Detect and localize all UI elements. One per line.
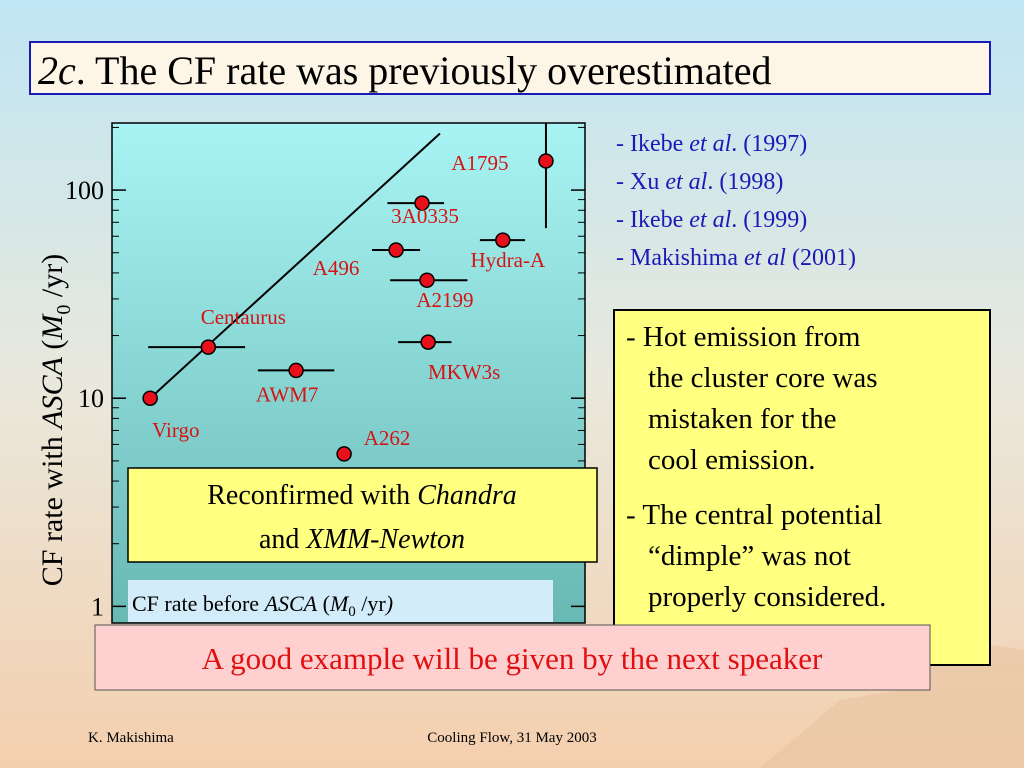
point-label: A496 bbox=[313, 256, 360, 280]
text-part: XMM-Newton bbox=[305, 524, 465, 555]
decoration bbox=[760, 640, 1024, 768]
text-part: - Ikebe bbox=[616, 207, 689, 233]
point bbox=[288, 362, 304, 379]
note-line: properly considered. bbox=[648, 581, 886, 613]
text-part: - Ikebe bbox=[616, 131, 689, 157]
notes-box bbox=[613, 309, 991, 666]
callout-line: Reconfirmed with Chandra bbox=[207, 480, 517, 511]
text-part: et al bbox=[689, 131, 731, 157]
y-tick-label: 10 bbox=[78, 384, 104, 413]
point bbox=[414, 195, 430, 211]
text-part: Chandra bbox=[417, 480, 517, 511]
banner-box bbox=[94, 624, 931, 691]
text-part: . (1997) bbox=[731, 131, 807, 157]
title-box bbox=[29, 41, 991, 95]
text-part: and bbox=[259, 524, 306, 555]
y-tick-label: 1 bbox=[91, 592, 104, 621]
point bbox=[142, 390, 158, 406]
banner: A good example will be given by the next… bbox=[202, 641, 823, 676]
text-part: - Xu bbox=[616, 169, 665, 195]
label-part: ASCA bbox=[36, 356, 69, 430]
label-part: M bbox=[36, 313, 69, 341]
label-part: ( bbox=[317, 591, 330, 616]
title-part: . The CF rate was previously overestimat… bbox=[76, 48, 772, 93]
point bbox=[200, 339, 217, 355]
label-part: ASCA bbox=[263, 591, 318, 616]
point bbox=[388, 242, 404, 258]
y-axis-label: CF rate with ASCA (M0 /yr) bbox=[36, 254, 75, 587]
point-label: MKW3s bbox=[428, 360, 500, 384]
note-line: “dimple” was not bbox=[648, 540, 851, 572]
reference: - Ikebe et al. (1999) bbox=[616, 207, 807, 233]
text-part: et al bbox=[744, 245, 786, 271]
point bbox=[420, 334, 436, 350]
callout-box bbox=[127, 467, 598, 563]
label-part: CF rate before bbox=[132, 591, 265, 616]
text-part: et al bbox=[689, 207, 731, 233]
x-axis-label: CF rate before ASCA (M0 /yr) bbox=[132, 591, 393, 620]
note-line: - Hot emission from bbox=[626, 321, 861, 353]
note-line: cool emission. bbox=[648, 444, 816, 476]
label-part: /yr bbox=[356, 591, 387, 616]
x-label-box bbox=[128, 580, 553, 622]
point bbox=[336, 446, 352, 462]
point-label: Hydra-A bbox=[470, 248, 545, 272]
label-part: 0 bbox=[53, 305, 75, 315]
text-part: Reconfirmed with bbox=[207, 480, 417, 511]
label-part: CF rate with bbox=[36, 429, 69, 587]
note-line: mistaken for the bbox=[648, 403, 836, 435]
point-label: A1795 bbox=[451, 151, 508, 175]
point-label: A2199 bbox=[416, 288, 473, 312]
fit-line bbox=[149, 132, 441, 399]
title-part: 2c bbox=[38, 48, 76, 93]
point-label: A262 bbox=[364, 426, 411, 450]
label-part: /yr) bbox=[36, 254, 69, 305]
reference: - Makishima et al (2001) bbox=[616, 245, 856, 271]
label-part: M bbox=[329, 591, 350, 616]
y-tick-label: 100 bbox=[65, 176, 104, 205]
footer-center: Cooling Flow, 31 May 2003 bbox=[427, 730, 596, 746]
point bbox=[419, 272, 435, 288]
text-part: (2001) bbox=[786, 245, 856, 271]
text-part: . (1998) bbox=[707, 169, 783, 195]
footer-left: K. Makishima bbox=[88, 730, 174, 746]
point bbox=[495, 232, 511, 248]
label-part: ) bbox=[384, 591, 393, 616]
label-part: 0 bbox=[348, 604, 356, 620]
text-part: . (1999) bbox=[731, 207, 807, 233]
title: 2c. The CF rate was previously overestim… bbox=[38, 48, 772, 93]
text-part: et al bbox=[665, 169, 707, 195]
text-part: - Makishima bbox=[616, 245, 744, 271]
point-label: 3A0335 bbox=[391, 204, 459, 228]
reference: - Ikebe et al. (1997) bbox=[616, 131, 807, 157]
point-label: Virgo bbox=[152, 418, 199, 442]
label-part: ( bbox=[36, 340, 69, 358]
note-line: the cluster core was bbox=[648, 362, 877, 394]
reference: - Xu et al. (1998) bbox=[616, 169, 783, 195]
note-line: - The central potential bbox=[626, 499, 882, 531]
point-label: Centaurus bbox=[201, 305, 286, 329]
overlays: CF rate before ASCA (M0 /yr) Reconfirmed… bbox=[88, 131, 991, 746]
point-label: AWM7 bbox=[256, 382, 318, 406]
callout-line: and XMM-Newton bbox=[259, 524, 465, 555]
point bbox=[538, 153, 554, 169]
